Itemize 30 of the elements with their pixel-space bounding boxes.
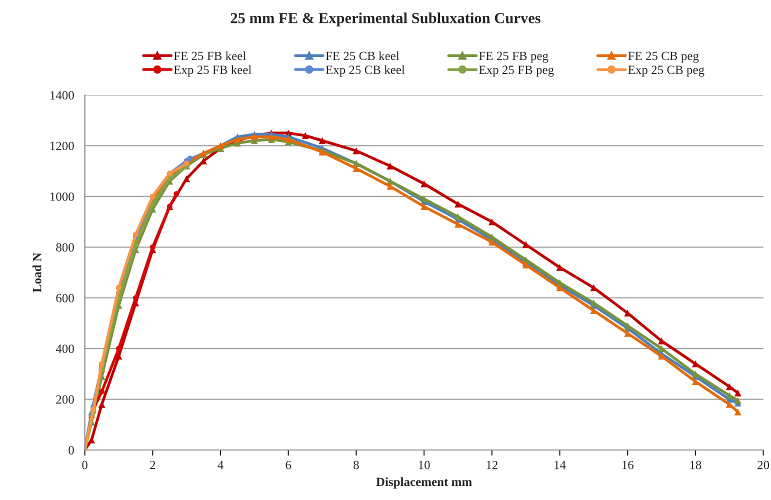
legend-label: FE 25 CB peg (628, 52, 699, 63)
x-tick-label: 8 (354, 460, 359, 470)
legend-label: Exp 25 CB keel (326, 65, 405, 77)
x-tick-label: 14 (554, 460, 566, 470)
y-tick-label: 1400 (50, 91, 74, 100)
x-tick-label: 6 (286, 460, 292, 470)
y-tick-label: 200 (56, 395, 74, 404)
y-tick-label: 400 (56, 344, 74, 354)
chart-title: 25 mm FE & Experimental Subluxation Curves (230, 12, 540, 26)
x-tick-label: 18 (690, 460, 702, 470)
legend-label: FE 25 FB keel (174, 51, 246, 60)
y-tick-label: 600 (56, 294, 74, 302)
y-tick-label: 800 (56, 243, 74, 252)
x-tick-label: 16 (622, 460, 634, 470)
y-axis-title: Load N (32, 252, 42, 292)
legend-label: Exp 25 FB peg (479, 66, 554, 77)
x-tick-label: 12 (486, 460, 498, 470)
x-tick-label: 20 (758, 460, 770, 470)
legend-label: Exp 25 CB peg (628, 66, 704, 77)
y-tick-label: 1200 (50, 142, 74, 150)
y-tick-label: 1000 (50, 192, 74, 201)
y-tick-label: 0 (68, 446, 74, 454)
x-tick-label: 4 (218, 460, 224, 470)
x-axis-title: Displacement mm (376, 477, 472, 489)
x-tick-label: 0 (82, 460, 88, 470)
legend-label: Exp 25 FB keel (174, 65, 252, 77)
legend-label: FE 25 CB keel (326, 51, 400, 60)
x-tick-label: 2 (150, 460, 156, 470)
legend-label: FE 25 FB peg (479, 52, 548, 63)
x-tick-label: 10 (418, 460, 430, 470)
